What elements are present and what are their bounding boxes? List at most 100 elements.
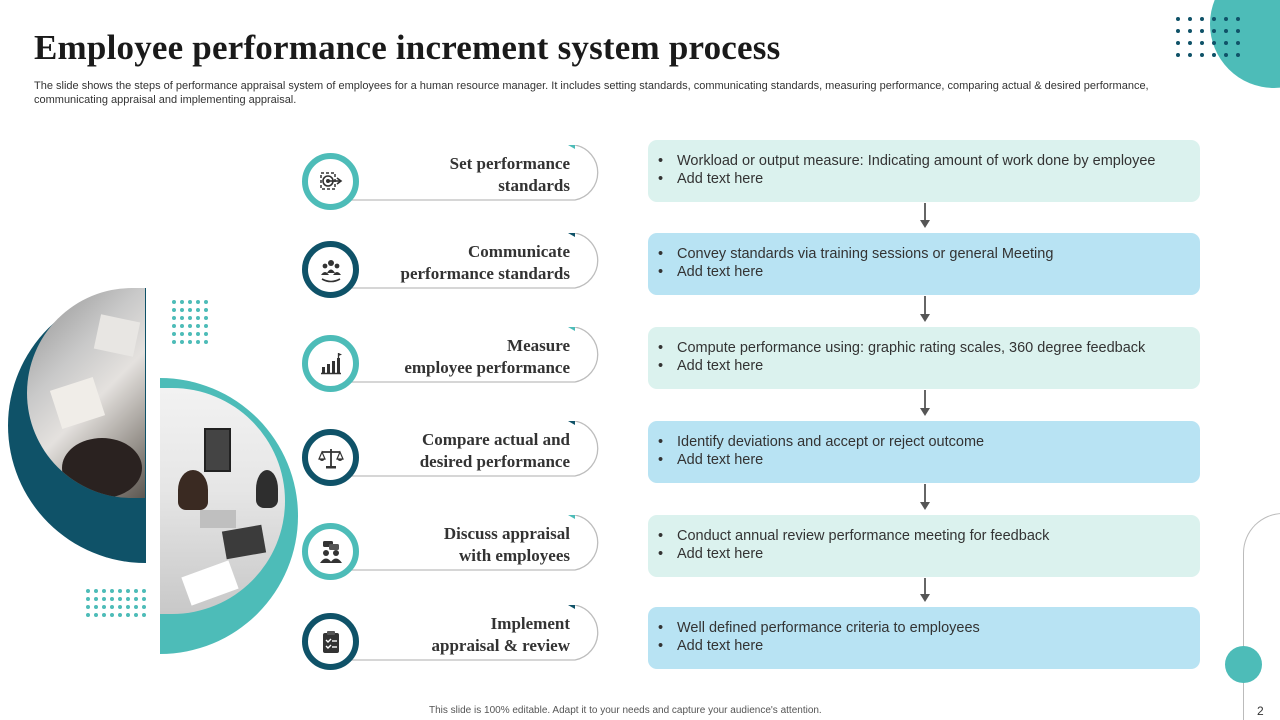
flow-arrow-line — [924, 296, 926, 316]
dot — [134, 597, 138, 601]
dot — [142, 605, 146, 609]
dot — [188, 332, 192, 336]
step-label-line: desired performance — [419, 452, 570, 471]
step-label: Implement appraisal & review — [350, 613, 570, 657]
arrow-down-icon — [920, 220, 930, 228]
footer-note: This slide is 100% editable. Adapt it to… — [429, 705, 822, 716]
slide-title: Employee performance increment system pr… — [34, 28, 781, 67]
dot — [1188, 29, 1192, 33]
dot-grid-decoration-top-right — [1176, 17, 1248, 65]
hand-detail — [62, 438, 142, 498]
page-number: 2 — [1257, 704, 1264, 718]
bullet-text: Well defined performance criteria to emp… — [677, 620, 980, 636]
step-connector-arc — [330, 327, 599, 383]
dot — [142, 597, 146, 601]
flow-arrow-line — [924, 578, 926, 596]
dot — [126, 597, 130, 601]
step-description-box: • Convey standards via training sessions … — [648, 233, 1200, 295]
bullet-text: Conduct annual review performance meetin… — [677, 528, 1050, 544]
dot — [1200, 17, 1204, 21]
dot — [94, 589, 98, 593]
bullet-icon: • — [658, 546, 664, 562]
step-connector-arc — [330, 145, 599, 201]
dot — [94, 605, 98, 609]
paper-detail — [49, 377, 106, 429]
dot — [1236, 17, 1240, 21]
laptop-detail — [200, 510, 236, 528]
dot — [102, 605, 106, 609]
dot-grid-decoration-left-top — [172, 300, 212, 348]
dot — [1188, 17, 1192, 21]
step-description-box: • Well defined performance criteria to em… — [648, 607, 1200, 669]
bullet-icon: • — [658, 638, 664, 654]
step-label: Discuss appraisal with employees — [350, 523, 570, 567]
step-description-box: • Compute performance using: graphic rati… — [648, 327, 1200, 389]
dot — [1212, 53, 1216, 57]
checklist-icon — [309, 620, 352, 663]
arrow-down-icon — [920, 594, 930, 602]
bullet-icon: • — [658, 171, 664, 187]
bullet-text: Add text here — [677, 358, 764, 374]
dot — [188, 324, 192, 328]
step-connector-arc — [330, 605, 599, 661]
dot — [196, 300, 200, 304]
right-arc-decoration — [1243, 513, 1280, 720]
dot — [94, 597, 98, 601]
flow-arrow-line — [924, 390, 926, 410]
bullet-text: Add text here — [677, 546, 764, 562]
dot — [126, 605, 130, 609]
flow-arrow-line — [924, 484, 926, 504]
dot — [196, 324, 200, 328]
step-label-line: Discuss appraisal — [443, 524, 570, 543]
dot — [180, 332, 184, 336]
step-description-box: • Workload or output measure: Indicating … — [648, 140, 1200, 202]
dot — [180, 324, 184, 328]
dot — [94, 613, 98, 617]
dot — [1236, 53, 1240, 57]
bullet-text: Add text here — [677, 638, 764, 654]
dot — [102, 589, 106, 593]
arrow-down-icon — [920, 314, 930, 322]
step-icon-circle — [302, 523, 359, 580]
dot — [1224, 17, 1228, 21]
dot — [86, 605, 90, 609]
dot — [1176, 29, 1180, 33]
bullet-text: Convey standards via training sessions o… — [677, 246, 1054, 262]
step-label: Communicate performance standards — [350, 241, 570, 285]
dot — [110, 605, 114, 609]
arrow-down-icon — [920, 408, 930, 416]
step-icon-circle — [302, 335, 359, 392]
step-description-box: • Identify deviations and accept or rejec… — [648, 421, 1200, 483]
step-label-line: Implement — [490, 614, 570, 633]
bullet-text: Add text here — [677, 171, 764, 187]
step-label-line: Set performance — [449, 154, 570, 173]
discussion-icon — [309, 530, 352, 573]
step-connector-arc — [330, 421, 599, 477]
team-communication-icon — [309, 248, 352, 291]
dot — [118, 589, 122, 593]
dot — [204, 332, 208, 336]
laptop-detail — [221, 524, 267, 560]
dot — [118, 605, 122, 609]
dot — [204, 324, 208, 328]
dot — [180, 300, 184, 304]
dot — [1236, 29, 1240, 33]
bullet-text: Add text here — [677, 452, 764, 468]
bullet-item: • Convey standards via training sessions … — [658, 245, 1186, 263]
step-label-line: appraisal & review — [431, 636, 570, 655]
right-dot-decoration — [1225, 646, 1262, 683]
dot — [196, 340, 200, 344]
dot — [188, 300, 192, 304]
step-label-line: Measure — [507, 336, 570, 355]
bullet-icon: • — [658, 452, 664, 468]
dot — [172, 332, 176, 336]
dot — [134, 589, 138, 593]
dot — [196, 332, 200, 336]
dot — [204, 308, 208, 312]
bullet-icon: • — [658, 358, 664, 374]
dot — [1176, 17, 1180, 21]
step-connector-arc — [330, 515, 599, 571]
dot — [102, 613, 106, 617]
step-icon-circle — [302, 613, 359, 670]
dot — [1176, 53, 1180, 57]
